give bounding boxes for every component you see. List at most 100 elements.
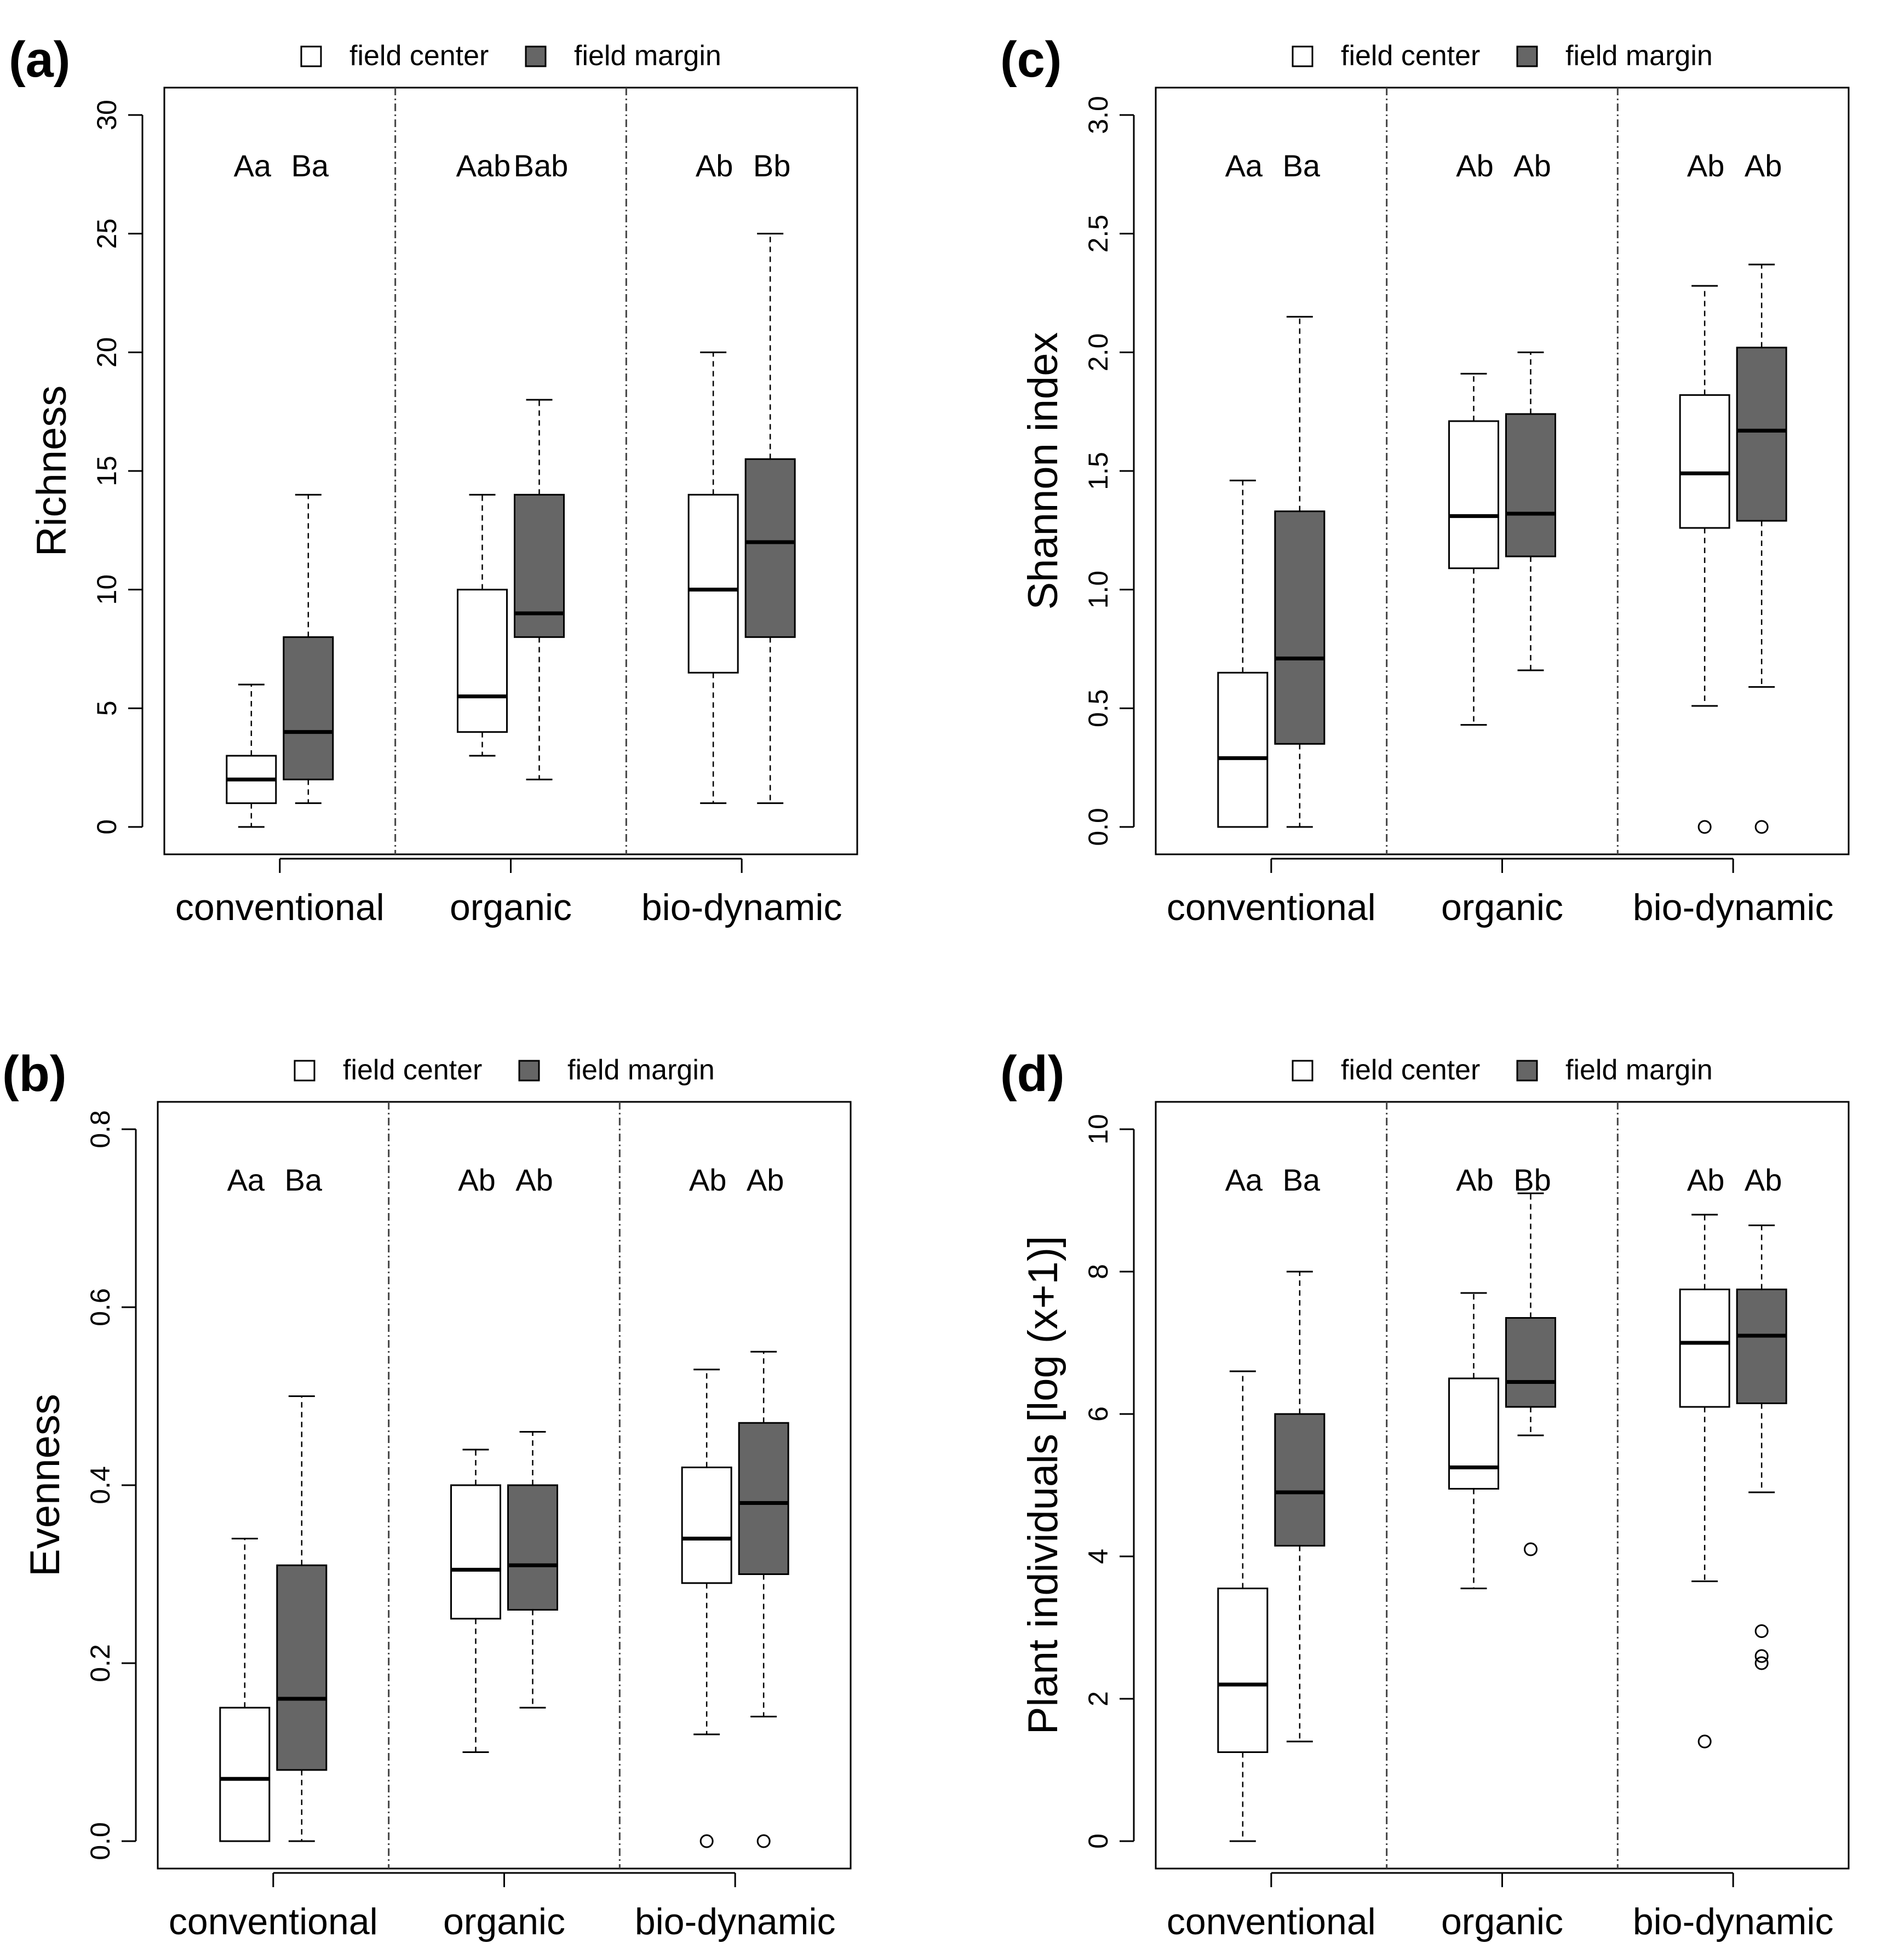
- legend-swatch-field-center: [1292, 1060, 1313, 1082]
- legend-label-field-center: field center: [343, 1054, 482, 1086]
- x-tick-label: bio-dynamic: [635, 1901, 836, 1942]
- y-tick-label: 0.4: [85, 1466, 116, 1504]
- x-tick-label: bio-dynamic: [1633, 1901, 1834, 1942]
- group-letter-margin: Bb: [1513, 1163, 1551, 1197]
- x-tick-label: organic: [1441, 887, 1563, 928]
- outlier-point: [1754, 1649, 1769, 1663]
- box-field-margin: [283, 636, 334, 780]
- outlier-point: [1754, 1656, 1769, 1670]
- y-tick-label: 0.0: [85, 1822, 116, 1860]
- group-letter-center: Aa: [1225, 1163, 1263, 1197]
- y-tick-label: 2.5: [1083, 215, 1114, 253]
- legend-swatch-field-margin: [525, 45, 547, 67]
- y-tick-label: 20: [91, 337, 122, 368]
- x-tick-label: conventional: [169, 1901, 378, 1942]
- y-tick-label: 6: [1083, 1406, 1114, 1422]
- legend-label-field-margin: field margin: [574, 40, 721, 72]
- box-field-center: [1448, 1377, 1499, 1490]
- group-letter-center: Ab: [1687, 1163, 1725, 1197]
- panel-letter: (b): [2, 1046, 66, 1102]
- panel-2: (b) 0.0 0.2 0.4 0.6 0.8 Evenness conventional or…: [2, 1046, 852, 1942]
- y-tick-label: 0.6: [85, 1288, 116, 1326]
- panel-1: (a) 0 5 10 15 20 25 30 Richness conventional organ…: [9, 32, 858, 928]
- group-letter-center: Aa: [234, 148, 272, 183]
- legend-label-field-margin: field margin: [1565, 1054, 1713, 1086]
- x-tick-label: organic: [443, 1901, 565, 1942]
- box-field-center: [1217, 671, 1269, 828]
- outlier-point: [699, 1834, 714, 1848]
- y-axis-label: Shannon index: [1020, 332, 1066, 610]
- y-tick-label: 15: [91, 456, 122, 486]
- legend-label-field-margin: field margin: [567, 1054, 715, 1086]
- x-tick-label: organic: [450, 887, 572, 928]
- box-field-margin: [507, 1484, 558, 1611]
- y-tick-label: 10: [1083, 1114, 1114, 1145]
- box-field-center: [457, 589, 508, 733]
- y-tick-label: 3.0: [1083, 96, 1114, 134]
- x-tick-label: conventional: [1167, 1901, 1376, 1942]
- group-letter-margin: Bb: [753, 148, 791, 183]
- plot-frame: [163, 87, 858, 855]
- y-tick-label: 5: [91, 700, 122, 716]
- group-letter-margin: Ba: [291, 148, 329, 183]
- x-tick-label: organic: [1441, 1901, 1563, 1942]
- box-field-margin: [1736, 1289, 1787, 1404]
- panel-3: (c) 0.0 0.5 1.0 1.5 2.0 2.5 3.0 Shannon index con…: [1000, 32, 1850, 928]
- y-tick-label: 25: [91, 219, 122, 249]
- box-field-margin: [1505, 1317, 1556, 1408]
- group-letter-center: Aa: [227, 1163, 265, 1197]
- group-letter-center: Ab: [689, 1163, 727, 1197]
- plot-frame: [1155, 1101, 1850, 1870]
- y-tick-label: 0.8: [85, 1110, 116, 1148]
- group-letter-margin: Ab: [1745, 148, 1782, 183]
- group-letter-center: Ab: [696, 148, 733, 183]
- group-letter-center: Ab: [1456, 148, 1494, 183]
- y-axis-label: Plant individuals [log (x+1)]: [1020, 1236, 1066, 1734]
- group-letter-center: Ab: [458, 1163, 496, 1197]
- box-field-margin: [276, 1564, 328, 1771]
- y-tick-label: 0.2: [85, 1644, 116, 1682]
- outlier-point: [1754, 1624, 1769, 1638]
- y-tick-label: 0.5: [1083, 689, 1114, 728]
- y-tick-label: 2.0: [1083, 334, 1114, 372]
- box-field-center: [681, 1467, 732, 1584]
- plot-frame: [157, 1101, 852, 1870]
- group-letter-margin: Ab: [1513, 148, 1551, 183]
- outlier-point: [1754, 820, 1769, 834]
- box-field-margin: [1274, 1413, 1326, 1547]
- outlier-point: [756, 1834, 771, 1848]
- y-tick-label: 10: [91, 574, 122, 605]
- x-tick-label: bio-dynamic: [641, 887, 842, 928]
- y-tick-label: 0.0: [1083, 808, 1114, 846]
- group-letter-margin: Ba: [285, 1163, 323, 1197]
- legend-label-field-center: field center: [1341, 1054, 1480, 1086]
- legend-swatch-field-center: [300, 45, 322, 67]
- group-letter-center: Ab: [1687, 148, 1725, 183]
- box-field-center: [687, 493, 739, 674]
- outlier-point: [1697, 1734, 1712, 1749]
- group-letter-margin: Ab: [747, 1163, 784, 1197]
- group-letter-margin: Ab: [515, 1163, 553, 1197]
- box-field-margin: [1505, 413, 1556, 557]
- x-tick-label: bio-dynamic: [1633, 887, 1834, 928]
- y-tick-label: 2: [1083, 1691, 1114, 1706]
- y-tick-label: 0: [91, 819, 122, 835]
- legend-swatch-field-margin: [518, 1060, 540, 1082]
- x-tick-label: conventional: [1167, 887, 1376, 928]
- box-field-margin: [1274, 510, 1326, 745]
- box-field-center: [1448, 420, 1499, 570]
- panel-letter: (a): [9, 32, 70, 88]
- legend-swatch-field-center: [294, 1060, 316, 1082]
- panel-letter: (c): [1000, 32, 1062, 88]
- x-tick-label: conventional: [175, 887, 385, 928]
- legend-label-field-center: field center: [349, 40, 489, 72]
- box-field-margin: [514, 493, 565, 638]
- box-field-center: [1679, 1289, 1730, 1408]
- y-axis-label: Evenness: [22, 1394, 68, 1577]
- y-tick-label: 0: [1083, 1833, 1114, 1849]
- box-field-margin: [738, 1422, 789, 1575]
- box-field-margin: [744, 458, 796, 638]
- group-letter-margin: Ba: [1283, 1163, 1321, 1197]
- y-tick-label: 1.5: [1083, 452, 1114, 490]
- group-letter-center: Aa: [1225, 148, 1263, 183]
